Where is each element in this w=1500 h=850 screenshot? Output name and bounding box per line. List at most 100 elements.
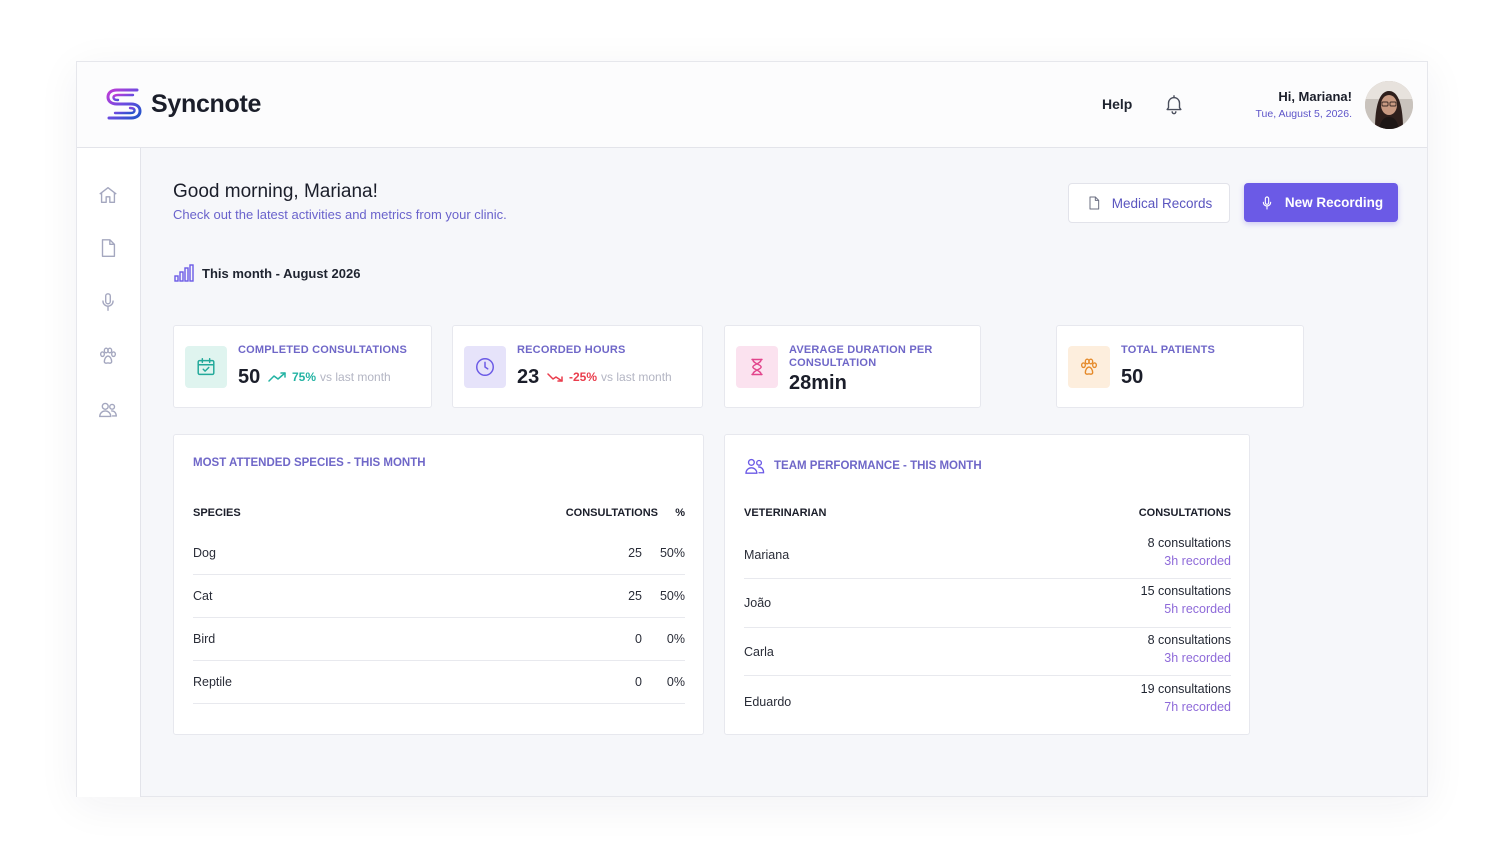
page-subtitle: Check out the latest activities and metr… [173, 207, 507, 222]
help-link[interactable]: Help [1102, 96, 1133, 112]
vet-name: Mariana [744, 548, 790, 562]
bell-icon[interactable] [1163, 92, 1185, 116]
species-consultations: 0 [635, 675, 642, 689]
species-panel: Most Attended Species - This Month Speci… [173, 434, 704, 735]
sidebar [77, 148, 141, 797]
syncnote-logo-icon [106, 88, 142, 120]
species-percent: 0% [666, 675, 685, 689]
sidebar-item-home[interactable] [97, 184, 121, 208]
species-percent: 50% [659, 589, 685, 603]
table-row: João 15 consultations 5h recorded [744, 579, 1231, 628]
table-row: Cat 25 50% [193, 575, 685, 618]
current-date: Tue, August 5, 2026. [1255, 108, 1352, 120]
avatar[interactable] [1365, 81, 1413, 129]
vet-stats: 8 consultations 3h recorded [1148, 633, 1231, 665]
user-greeting: Hi, Mariana! Tue, August 5, 2026. [1255, 89, 1352, 120]
hourglass-icon [736, 346, 778, 388]
vet-stats: 15 consultations 5h recorded [1141, 584, 1231, 616]
vet-name: João [744, 596, 772, 610]
stat-label: Recorded Hours [517, 344, 626, 356]
sidebar-item-records[interactable] [97, 237, 121, 261]
brand-name: Syncnote [151, 89, 262, 118]
document-icon [101, 239, 116, 257]
calendar-check-icon [185, 346, 227, 388]
new-recording-button[interactable]: New Recording [1244, 183, 1398, 222]
top-bar: Syncnote Help Hi, Mariana! Tue, August 5… [77, 62, 1427, 148]
home-icon [99, 186, 117, 204]
species-consultations: 0 [635, 632, 642, 646]
medical-records-button[interactable]: Medical Records [1068, 183, 1230, 223]
stat-label: Average Duration Per Consultation [789, 344, 933, 369]
period-label: This month - August 2026 [174, 264, 360, 282]
stat-card-average: Average Duration Per Consultation 28min [724, 325, 981, 408]
species-name: Bird [193, 632, 216, 646]
species-percent: 50% [659, 546, 685, 560]
trend-up-icon [268, 372, 286, 382]
greeting-text: Hi, Mariana! [1278, 89, 1352, 104]
column-header-percent: % [675, 507, 685, 519]
species-consultations: 25 [628, 589, 642, 603]
table-row: Bird 0 0% [193, 618, 685, 661]
vet-recorded: 5h recorded [1164, 602, 1231, 616]
sidebar-item-team[interactable] [97, 399, 121, 423]
users-icon [745, 458, 765, 474]
sidebar-item-patients[interactable] [97, 345, 121, 369]
stat-value: 23 [517, 366, 540, 388]
vet-stats: 8 consultations 3h recorded [1148, 536, 1231, 568]
users-icon [99, 402, 117, 418]
stat-card-hours: Recorded Hours 23 -25% vs last month [452, 325, 703, 408]
vet-consultations: 19 consultations [1140, 682, 1231, 696]
column-header-consultations: Consultations [565, 507, 658, 519]
vet-consultations: 8 consultations [1147, 633, 1231, 647]
stat-value: 50 [238, 366, 261, 388]
paw-icon [99, 347, 117, 364]
stat-trend: 75% vs last month [268, 370, 391, 384]
sidebar-item-recordings[interactable] [97, 291, 121, 315]
trend-value: -25% [569, 370, 598, 384]
species-percent: 0% [666, 632, 685, 646]
table-row: Mariana 8 consultations 3h recorded [744, 531, 1231, 579]
trend-caption: vs last month [320, 370, 391, 384]
species-name: Cat [193, 589, 213, 603]
new-recording-label: New Recording [1284, 195, 1384, 210]
stat-card-patients: Total Patients 50 [1056, 325, 1304, 408]
vet-recorded: 3h recorded [1164, 651, 1231, 665]
species-name: Reptile [193, 675, 232, 689]
vet-recorded: 3h recorded [1164, 554, 1231, 568]
app-window: Syncnote Help Hi, Mariana! Tue, August 5… [76, 61, 1428, 797]
trend-caption: vs last month [601, 370, 672, 384]
panel-header: Team Performance - This Month [744, 457, 982, 475]
page-title: Good morning, Mariana! [173, 181, 378, 202]
table-row: Dog 25 50% [193, 532, 685, 575]
clock-icon [464, 346, 506, 388]
vet-consultations: 15 consultations [1140, 584, 1231, 598]
bar-chart-icon [174, 264, 194, 282]
stat-value: 28min [789, 372, 847, 394]
vet-consultations: 8 consultations [1147, 536, 1231, 550]
document-icon [1089, 196, 1099, 210]
panel-title: Team Performance - This Month [774, 460, 982, 472]
microphone-icon [102, 293, 114, 311]
team-panel: Team Performance - This Month Veterinari… [724, 434, 1250, 735]
stat-label: Total Patients [1121, 344, 1216, 356]
table-row: Eduardo 19 consultations 7h recorded [744, 676, 1231, 725]
trend-value: 75% [292, 370, 317, 384]
stat-card-completed: Completed Consultations 50 75% vs last m… [173, 325, 432, 408]
vet-name: Eduardo [744, 695, 792, 709]
paw-icon [1068, 346, 1110, 388]
species-name: Dog [193, 546, 216, 560]
column-header-consultations: Consultations [1138, 507, 1231, 519]
trend-down-icon [547, 373, 563, 382]
stat-trend: -25% vs last month [547, 370, 672, 384]
brand-logo[interactable]: Syncnote [103, 84, 261, 124]
period-text: This month - August 2026 [202, 265, 361, 281]
table-row: Carla 8 consultations 3h recorded [744, 628, 1231, 676]
microphone-icon [1262, 195, 1272, 210]
column-header-veterinarian: Veterinarian [744, 507, 827, 519]
vet-stats: 19 consultations 7h recorded [1141, 682, 1231, 714]
stat-label: Completed Consultations [238, 344, 407, 356]
vet-recorded: 7h recorded [1164, 700, 1231, 714]
column-header-species: Species [193, 507, 241, 519]
medical-records-label: Medical Records [1111, 195, 1213, 211]
stat-value: 50 [1121, 366, 1144, 388]
